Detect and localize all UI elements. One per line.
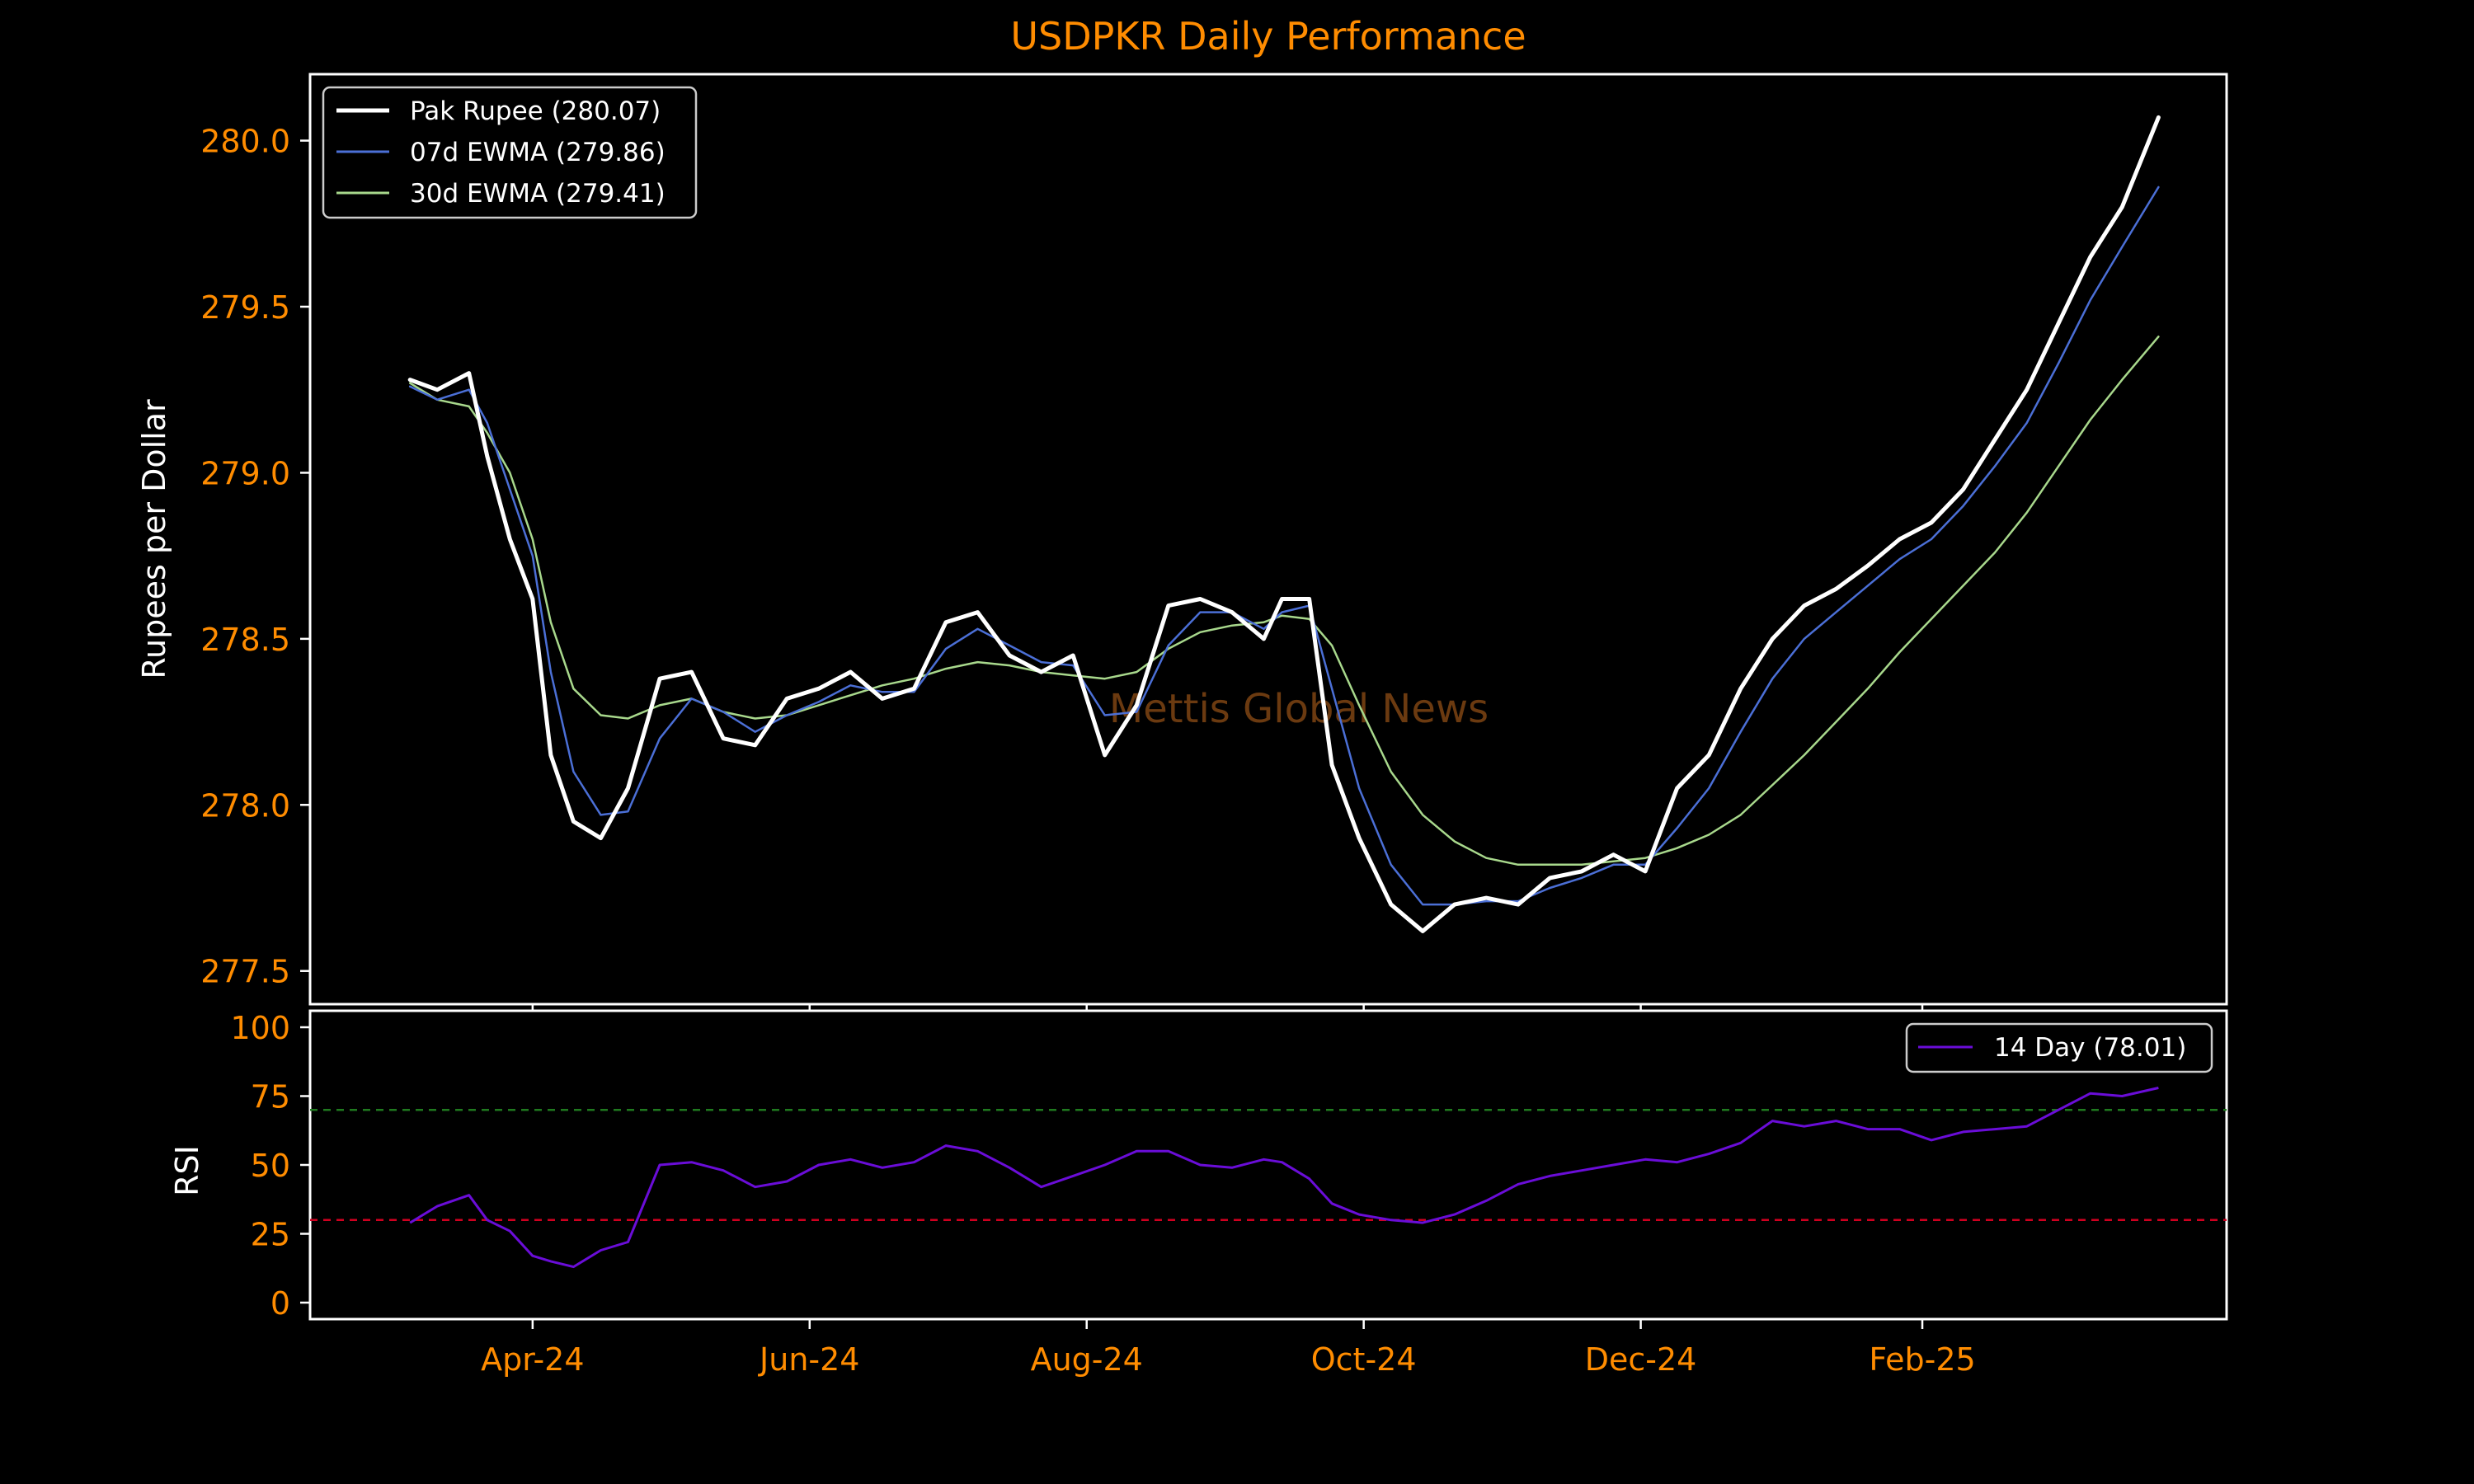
price-y-tick-label: 280.0 <box>200 124 290 160</box>
rsi-y-ticks: 0 25 50 75 100 <box>230 1010 310 1322</box>
x-tick-label: Oct-24 <box>1311 1341 1417 1378</box>
rsi-y-tick-label: 0 <box>270 1285 290 1322</box>
series-line-rsi <box>409 1087 2159 1269</box>
rsi-panel: 0 25 50 75 100 RSI Apr-24 Jun-24 Aug-24 Oct-24 D… <box>169 1009 2228 1378</box>
rsi-y-tick-label: 25 <box>251 1217 290 1253</box>
price-y-tick-label: 278.0 <box>200 787 290 824</box>
price-legend: Pak Rupee (280.07) 07d EWMA (279.86) 30d… <box>322 86 698 219</box>
rsi-y-tick-label: 50 <box>251 1148 290 1184</box>
x-tick-label: Dec-24 <box>1585 1341 1697 1378</box>
x-tick-label: Apr-24 <box>481 1341 584 1378</box>
price-y-tick-label: 278.5 <box>200 622 290 658</box>
price-legend-box <box>322 86 698 219</box>
watermark: Mettis Global News <box>1109 686 1489 732</box>
rsi-series <box>409 1087 2159 1269</box>
rsi-x-ticks: Apr-24 Jun-24 Aug-24 Oct-24 Dec-24 Feb-25 <box>481 1319 1976 1378</box>
price-panel: 277.5 278.0 278.5 279.0 279.5 280.0 Mettis Gl… <box>136 73 2228 1012</box>
x-tick-label: Feb-25 <box>1869 1341 1975 1378</box>
legend-label-ewma30: 30d EWMA (279.41) <box>410 179 666 209</box>
legend-label-rupee: Pak Rupee (280.07) <box>410 96 661 126</box>
price-series <box>407 115 2161 933</box>
price-panel-frame <box>308 73 2228 1006</box>
x-tick-label: Aug-24 <box>1031 1341 1143 1378</box>
x-tick-label: Jun-24 <box>758 1341 859 1378</box>
rsi-legend: 14 Day (78.01) <box>1905 1022 2213 1073</box>
price-y-ticks: 277.5 278.0 278.5 279.0 279.5 280.0 <box>200 124 310 990</box>
series-line-ewma7 <box>408 186 2160 906</box>
rsi-y-tick-label: 75 <box>251 1079 290 1115</box>
rsi-legend-box <box>1905 1022 2213 1073</box>
series-line-rupee <box>407 115 2161 933</box>
rsi-y-axis-label: RSI <box>169 1145 205 1196</box>
legend-label-ewma7: 07d EWMA (279.86) <box>410 138 666 167</box>
price-y-tick-label: 279.0 <box>200 455 290 491</box>
price-y-axis-label: Rupees per Dollar <box>136 399 172 679</box>
price-y-tick-label: 279.5 <box>200 289 290 326</box>
legend-label-rsi: 14 Day (78.01) <box>1994 1033 2186 1063</box>
chart-title: USDPKR Daily Performance <box>1010 14 1526 59</box>
price-y-tick-label: 277.5 <box>200 954 290 990</box>
rsi-y-tick-label: 100 <box>230 1010 290 1046</box>
